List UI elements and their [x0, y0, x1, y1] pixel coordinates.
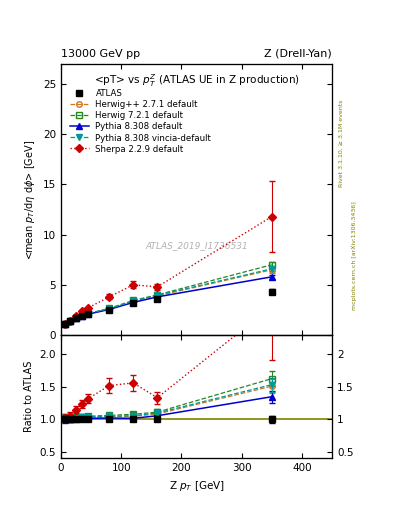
Text: mcplots.cern.ch [arXiv:1306.3436]: mcplots.cern.ch [arXiv:1306.3436] — [352, 202, 357, 310]
Text: ATLAS_2019_I1736531: ATLAS_2019_I1736531 — [145, 241, 248, 250]
Text: Z (Drell-Yan): Z (Drell-Yan) — [264, 49, 332, 59]
Text: <pT> vs $p_T^Z$ (ATLAS UE in Z production): <pT> vs $p_T^Z$ (ATLAS UE in Z productio… — [94, 72, 299, 89]
Y-axis label: <mean $p_T$/d$\eta$ d$\phi$> [GeV]: <mean $p_T$/d$\eta$ d$\phi$> [GeV] — [23, 139, 37, 260]
Text: 13000 GeV pp: 13000 GeV pp — [61, 49, 140, 59]
Legend: ATLAS, Herwig++ 2.7.1 default, Herwig 7.2.1 default, Pythia 8.308 default, Pythi: ATLAS, Herwig++ 2.7.1 default, Herwig 7.… — [68, 87, 213, 156]
Y-axis label: Ratio to ATLAS: Ratio to ATLAS — [24, 361, 34, 432]
Text: Rivet 3.1.10, ≥ 3.1M events: Rivet 3.1.10, ≥ 3.1M events — [339, 100, 344, 187]
X-axis label: Z $p_T$ [GeV]: Z $p_T$ [GeV] — [169, 479, 224, 493]
